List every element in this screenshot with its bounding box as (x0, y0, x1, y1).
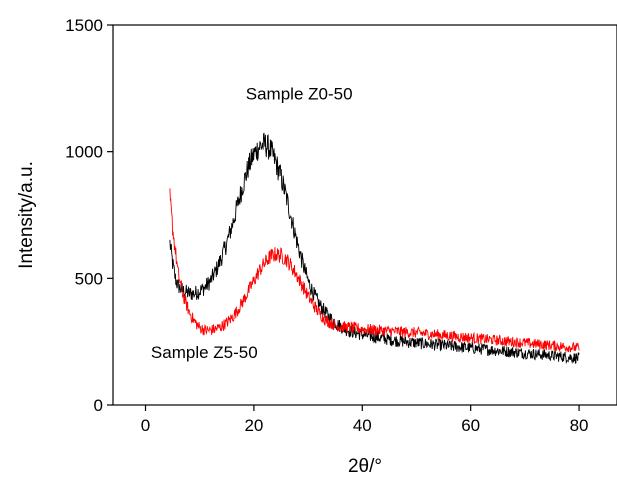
x-tick-label: 20 (244, 416, 263, 435)
x-tick-label: 60 (461, 416, 480, 435)
series-layer (169, 132, 580, 365)
x-tick-label: 40 (353, 416, 372, 435)
plot-frame (112, 24, 617, 406)
y-tick-label: 500 (75, 269, 103, 288)
y-axis-label: Intensity/a.u. (16, 161, 37, 269)
y-axis: 0 500 1000 1500 (65, 16, 113, 415)
annotation-sample-z5-50: Sample Z5-50 (151, 343, 258, 362)
annotation-sample-z0-50: Sample Z0-50 (246, 85, 353, 104)
x-axis: 0 20 40 60 80 (141, 405, 589, 435)
series-line-1 (169, 188, 580, 353)
series-line-0 (169, 132, 580, 365)
x-tick-label: 0 (141, 416, 150, 435)
y-tick-label: 0 (94, 396, 103, 415)
y-tick-label: 1000 (65, 143, 103, 162)
x-tick-label: 80 (570, 416, 589, 435)
x-axis-label: 2θ/° (348, 456, 382, 477)
y-tick-label: 1500 (65, 16, 103, 35)
